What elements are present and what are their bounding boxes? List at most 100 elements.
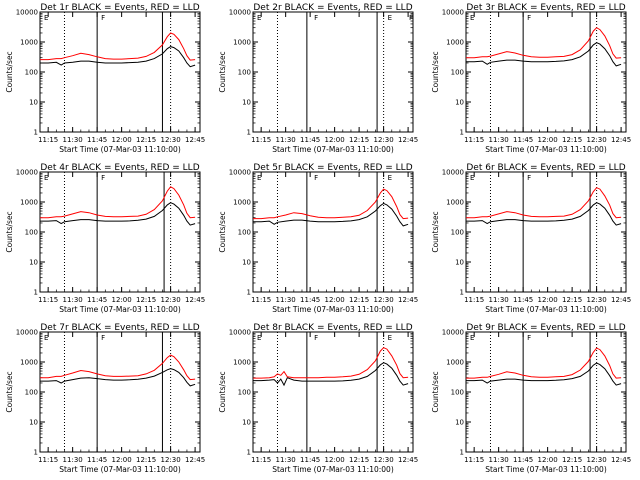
series-line-lld [466,347,622,379]
x-tick-label: 12:30 [161,456,181,464]
x-tick-label: 11:15 [38,296,58,304]
x-tick-label: 11:15 [251,456,271,464]
y-tick-label: 1000 [446,199,464,207]
y-tick-label: 10 [455,259,464,267]
detector-panel-5: Det 5r BLACK = Events, RED = LLD 1 10 100 10… [213,160,426,320]
series-line-events [253,202,409,227]
y-tick-label: 1000 [446,359,464,367]
x-axis-label: Start Time (07-Mar-03 11:10:00) [59,305,181,314]
y-axis-label: Counts/sec [5,211,14,252]
x-tick-label: 11:45 [513,456,533,464]
y-tick-label: 10 [29,259,38,267]
x-tick-label: 11:15 [38,136,58,144]
x-tick-label: 11:30 [489,136,509,144]
y-tick-label: 1 [247,129,251,137]
y-tick-label: 10 [29,99,38,107]
y-tick-label: 10 [242,99,251,107]
y-tick-label: 10000 [229,329,251,337]
x-axis-label: Start Time (07-Mar-03 11:10:00) [59,465,181,474]
panel-title: Det 4r BLACK = Events, RED = LLD [40,163,199,173]
x-tick-label: 12:15 [349,136,369,144]
segment-marker: F [314,334,318,342]
segment-marker: E [388,14,392,22]
x-tick-label: 12:45 [611,136,631,144]
chart-svg: Det 5r BLACK = Events, RED = LLD 1 10 100 10… [218,163,418,314]
x-tick-label: 11:45 [87,296,107,304]
y-tick-label: 10000 [16,9,38,17]
chart-svg: Det 7r BLACK = Events, RED = LLD 1 10 100 10… [5,323,205,474]
x-tick-label: 12:45 [398,296,418,304]
y-tick-label: 10 [455,419,464,427]
detector-panel-1: Det 1r BLACK = Events, RED = LLD 1 10 100 10… [0,0,213,160]
x-tick-label: 12:15 [562,136,582,144]
y-tick-label: 10000 [16,329,38,337]
y-tick-label: 10 [242,259,251,267]
panel-title: Det 3r BLACK = Events, RED = LLD [466,3,625,13]
chart-svg: Det 1r BLACK = Events, RED = LLD 1 10 100 10… [5,3,205,154]
segment-marker: E [44,174,48,182]
x-tick-label: 11:15 [464,136,484,144]
y-tick-label: 100 [25,389,38,397]
y-tick-label: 100 [451,389,464,397]
y-tick-label: 1 [460,289,464,297]
panel-title: Det 8r BLACK = Events, RED = LLD [253,323,412,333]
x-axis-label: Start Time (07-Mar-03 11:10:00) [272,145,394,154]
x-tick-label: 12:00 [112,136,132,144]
x-tick-label: 11:45 [513,296,533,304]
y-tick-label: 10 [29,419,38,427]
chart-svg: Det 3r BLACK = Events, RED = LLD 1 10 100 10… [431,3,631,154]
series-line-lld [253,347,409,379]
y-tick-label: 10000 [16,169,38,177]
x-tick-label: 11:45 [300,456,320,464]
x-axis-label: Start Time (07-Mar-03 11:10:00) [485,145,607,154]
y-tick-label: 100 [238,389,251,397]
x-tick-label: 12:00 [325,456,345,464]
series-line-events [40,368,196,387]
x-tick-label: 12:30 [161,296,181,304]
y-tick-label: 100 [238,229,251,237]
x-tick-label: 12:45 [398,456,418,464]
segment-marker: F [101,14,105,22]
x-tick-label: 11:15 [38,456,58,464]
x-tick-label: 12:00 [325,296,345,304]
y-axis-label: Counts/sec [218,51,227,92]
segment-marker: E [388,334,392,342]
x-tick-label: 12:30 [374,456,394,464]
detector-panel-2: Det 2r BLACK = Events, RED = LLD 1 10 100 10… [213,0,426,160]
y-tick-label: 1000 [20,39,38,47]
y-tick-label: 1 [247,449,251,457]
segment-marker: E [470,174,474,182]
y-tick-label: 10000 [442,9,464,17]
x-tick-label: 12:15 [136,296,156,304]
chart-svg: Det 8r BLACK = Events, RED = LLD 1 10 100 10… [218,323,418,474]
segment-marker: E [257,174,261,182]
y-tick-label: 1 [34,449,38,457]
x-axis-label: Start Time (07-Mar-03 11:10:00) [59,145,181,154]
x-tick-label: 12:15 [136,136,156,144]
x-tick-label: 11:15 [251,296,271,304]
x-tick-label: 11:45 [300,136,320,144]
detector-panel-4: Det 4r BLACK = Events, RED = LLD 1 10 100 10… [0,160,213,320]
x-tick-label: 11:15 [464,456,484,464]
y-tick-label: 10000 [442,169,464,177]
x-tick-label: 12:30 [587,296,607,304]
segment-marker: E [388,174,392,182]
y-tick-label: 1000 [233,39,251,47]
segment-marker: F [314,14,318,22]
y-axis-label: Counts/sec [431,51,440,92]
y-axis-label: Counts/sec [218,211,227,252]
detector-panel-6: Det 6r BLACK = Events, RED = LLD 1 10 100 10… [426,160,639,320]
x-tick-label: 12:30 [374,296,394,304]
series-line-lld [40,186,196,219]
x-tick-label: 12:15 [562,296,582,304]
y-axis-label: Counts/sec [5,51,14,92]
chart-svg: Det 4r BLACK = Events, RED = LLD 1 10 100 10… [5,163,205,314]
series-line-events [253,362,409,387]
y-tick-label: 1000 [20,359,38,367]
series-line-events [466,202,622,226]
y-tick-label: 1000 [446,39,464,47]
y-axis-label: Counts/sec [431,211,440,252]
x-tick-label: 11:45 [513,136,533,144]
x-tick-label: 12:45 [185,296,205,304]
